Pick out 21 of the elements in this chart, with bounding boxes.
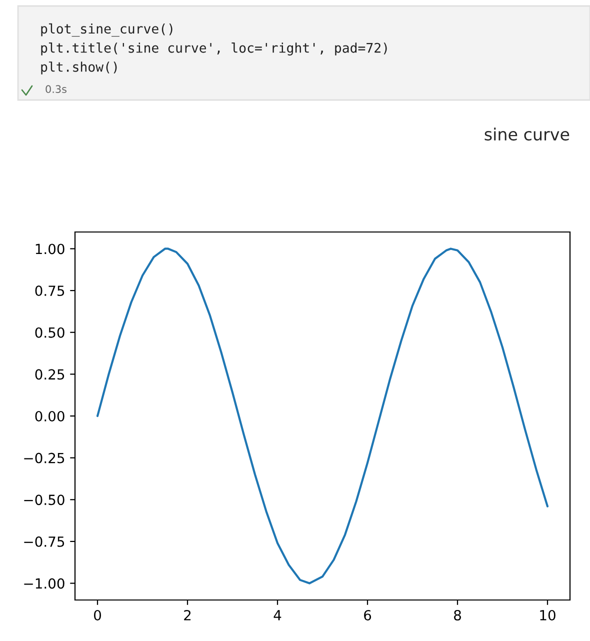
line-series [96,248,549,584]
text: plt.title('sine curve', loc='right', pad=72) [41,42,387,56]
y-tick-label: 0.25 [35,369,64,380]
x-tick-label: 6 [364,610,372,620]
text: 0.3s [46,85,66,94]
x-tick-label: 10 [540,610,556,620]
y-tick-label: −0.50 [24,494,64,506]
y-tick-label: 1.00 [36,244,64,254]
x-tick-label: 2 [184,610,191,620]
y-tick-label: −1.00 [24,578,64,589]
x-tick-label: 8 [454,610,461,620]
x-tick-label: 4 [274,610,282,620]
y-tick-label: 0.75 [35,286,64,296]
y-tick-label: −0.75 [24,536,64,547]
y-tick-label: 0.50 [35,327,64,338]
chart-title: sine curve [484,128,570,141]
text: plot_sine_curve() [41,23,172,37]
y-tick-label: 0.00 [35,410,64,422]
x-tick-label: 0 [94,610,101,620]
y-tick-label: −0.25 [24,452,64,464]
text: plt.show() [41,62,117,74]
